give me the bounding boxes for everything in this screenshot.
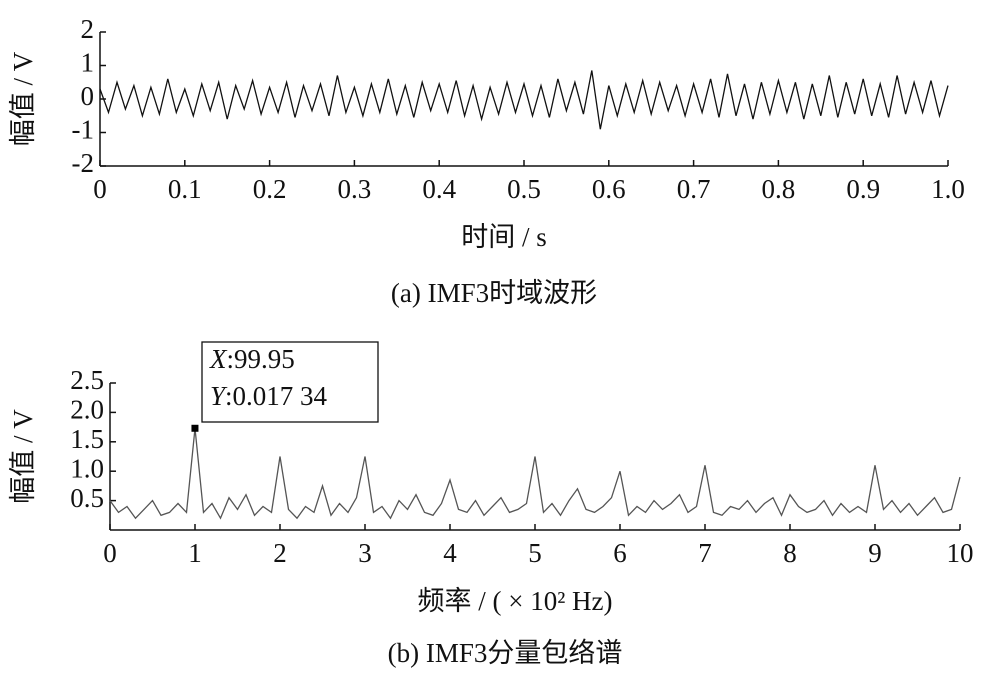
x-tick-label: 1.0 [931,174,965,204]
x-tick-label: 2 [273,538,287,568]
x-tick-label: 1 [188,538,202,568]
x-tick-label: 0 [93,174,107,204]
annotation-text: Y:0.017 34 [210,381,328,411]
annotation-var: X [209,344,228,374]
annotation-value: :99.95 [227,344,295,374]
y-tick-label: 2.0 [70,395,104,425]
signal-line [99,70,949,130]
x-tick-label: 7 [698,538,712,568]
y-tick-label: 0 [81,81,95,111]
x-tick-label: 0.1 [168,174,202,204]
x-tick-label: 0.5 [507,174,541,204]
x-tick-label: 3 [358,538,372,568]
y-tick-label: 1.0 [70,453,104,483]
annotation-text: X:99.95 [209,344,295,374]
y-axis-label: 幅值 / V [8,51,38,146]
x-axis-label: 频率 / ( × 10² Hz) [417,586,612,616]
x-tick-label: 10 [947,538,974,568]
x-tick-label: 4 [443,538,457,568]
annotation-var: Y [210,381,228,411]
x-tick-label: 0.9 [846,174,880,204]
y-tick-label: 2 [81,14,95,44]
x-axis-label: 时间 / s [461,222,547,252]
chart-title: (a) IMF3时域波形 [391,278,597,308]
signal-line [109,428,961,520]
y-tick-label: -1 [72,115,95,145]
x-tick-label: 0.3 [338,174,372,204]
annotation-value: :0.017 34 [225,381,328,411]
peak-marker [191,424,199,432]
x-tick-label: 8 [783,538,797,568]
y-axis-label: 幅值 / V [8,409,38,504]
x-tick-label: 0.6 [592,174,626,204]
x-tick-label: 0 [103,538,117,568]
y-tick-label: 1.5 [70,424,104,454]
x-tick-label: 0.4 [422,174,456,204]
x-tick-label: 9 [868,538,882,568]
x-tick-label: 0.8 [762,174,796,204]
y-tick-label: 0.5 [70,483,104,513]
x-tick-label: 0.7 [677,174,711,204]
chart-title: (b) IMF3分量包络谱 [388,638,623,668]
x-tick-label: 5 [528,538,542,568]
y-tick-label: -2 [72,148,95,178]
annotation-box [201,341,379,423]
y-tick-label: 1 [81,48,95,78]
y-tick-label: 2.5 [70,365,104,395]
x-tick-label: 6 [613,538,627,568]
x-tick-label: 0.2 [253,174,287,204]
